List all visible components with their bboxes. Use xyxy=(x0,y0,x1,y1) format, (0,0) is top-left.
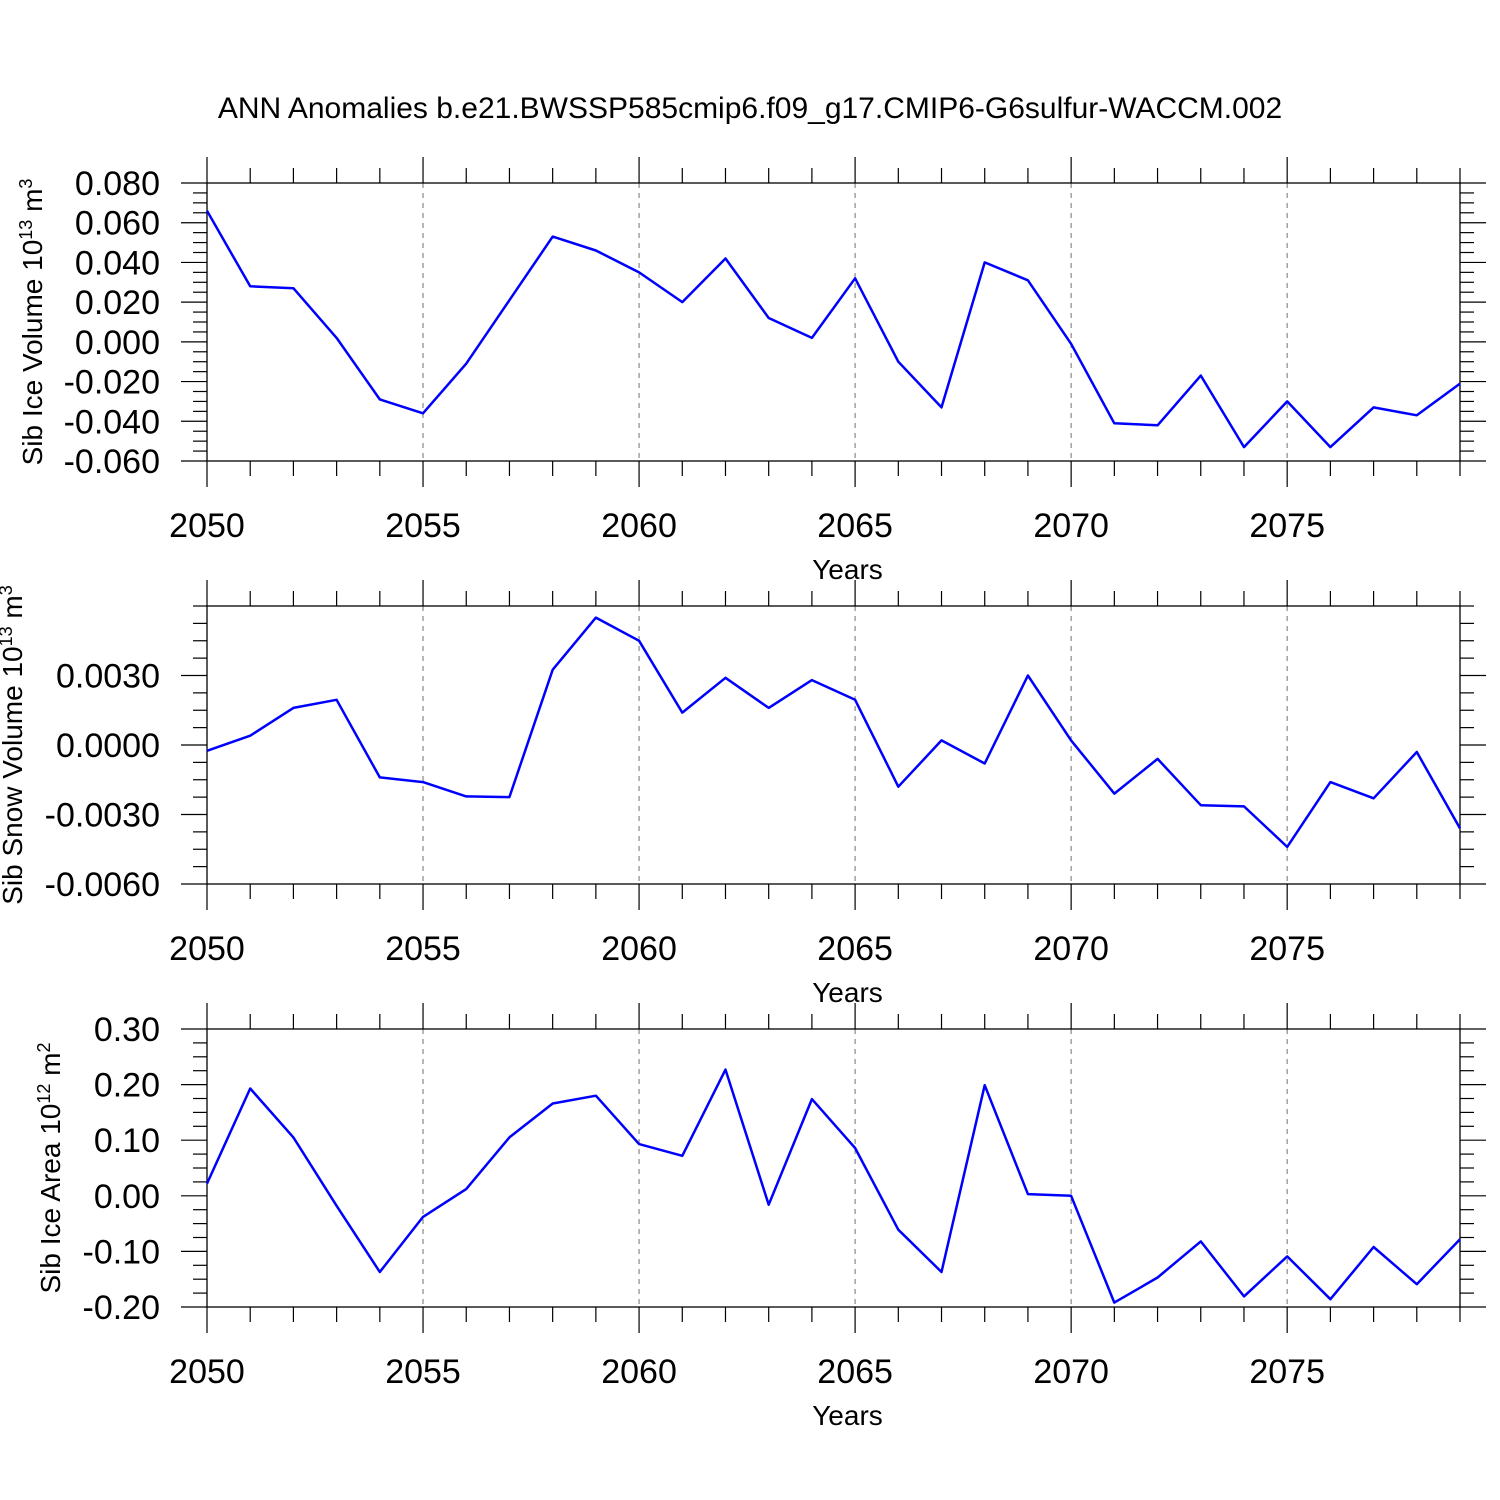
y-axis-label: Sib Ice Volume 1013 m3 xyxy=(16,179,48,466)
x-tick-label: 2065 xyxy=(817,507,893,545)
y-axis-label-unit-exponent: 3 xyxy=(0,585,16,595)
x-tick-label: 2075 xyxy=(1249,930,1325,968)
x-tick-label: 2055 xyxy=(385,930,461,968)
y-axis-label-unit-exponent: 2 xyxy=(34,1042,54,1052)
x-tick-label: 2050 xyxy=(169,930,245,968)
chart-panel-2: 2050 2055 2060 2065 2070 2075 -0.0060 -0.0030 0.… xyxy=(0,580,1486,1008)
chart-title: ANN Anomalies b.e21.BWSSP585cmip6.f09_g1… xyxy=(218,92,1282,125)
y-axis-label-unit-exponent: 3 xyxy=(16,179,36,189)
y-axis-label-exponent: 12 xyxy=(34,1084,54,1104)
x-axis-label: Years xyxy=(812,554,883,585)
y-tick-label: 0.0000 xyxy=(56,727,160,765)
x-tick-label: 2060 xyxy=(601,1353,677,1391)
x-tick-label: 2075 xyxy=(1249,507,1325,545)
x-tick-label: 2065 xyxy=(817,930,893,968)
y-tick-label: 0.20 xyxy=(94,1067,160,1105)
y-axis-label-unit: m xyxy=(35,1052,66,1083)
y-tick-label: 0.30 xyxy=(94,1011,160,1049)
y-tick-label: 0.0030 xyxy=(56,658,160,696)
y-tick-label: -0.060 xyxy=(64,443,160,481)
x-tick-label: 2055 xyxy=(385,507,461,545)
x-tick-label: 2075 xyxy=(1249,1353,1325,1391)
y-tick-label: -0.0060 xyxy=(45,866,160,904)
y-tick-label: 0.020 xyxy=(75,284,160,322)
x-tick-label: 2060 xyxy=(601,507,677,545)
chart-panel-1: 2050 2055 2060 2065 2070 2075 -0.060-0.040-0.0… xyxy=(16,157,1486,585)
y-tick-label: -0.10 xyxy=(83,1233,161,1271)
y-axis-label: Sib Ice Area 1012 m2 xyxy=(34,1042,66,1293)
x-tick-label: 2050 xyxy=(169,1353,245,1391)
y-tick-label: 0.060 xyxy=(75,205,160,243)
y-axis-label-unit: m xyxy=(0,595,28,626)
x-axis-label: Years xyxy=(812,1400,883,1431)
series-line xyxy=(206,616,1462,849)
series-line xyxy=(205,1068,1461,1304)
y-tick-label: -0.20 xyxy=(83,1289,161,1327)
y-tick-label: -0.040 xyxy=(64,403,160,441)
series-line xyxy=(205,210,1461,449)
y-axis-label-text: Sib Snow Volume 10 xyxy=(0,646,28,904)
chart-panel-3: 2050 2055 2060 2065 2070 2075 -0.20 -0.10 0.00 0.… xyxy=(34,1003,1486,1431)
y-axis-label-unit: m xyxy=(17,189,48,220)
x-axis-label: Years xyxy=(812,977,883,1008)
x-tick-label: 2070 xyxy=(1033,1353,1109,1391)
y-axis-label-exponent: 13 xyxy=(16,220,36,240)
x-tick-label: 2070 xyxy=(1033,507,1109,545)
x-tick-label: 2070 xyxy=(1033,930,1109,968)
y-axis-label-text: Sib Ice Area 10 xyxy=(35,1104,66,1294)
x-tick-label: 2050 xyxy=(169,507,245,545)
y-tick-label: -0.0030 xyxy=(45,797,160,835)
y-tick-label: -0.020 xyxy=(64,364,160,402)
y-tick-label: 0.00 xyxy=(94,1178,160,1216)
y-tick-label: 0.080 xyxy=(75,165,160,203)
y-tick-label: 0.10 xyxy=(94,1122,160,1160)
y-axis-label-exponent: 13 xyxy=(0,626,16,646)
x-tick-label: 2065 xyxy=(817,1353,893,1391)
x-tick-label: 2055 xyxy=(385,1353,461,1391)
y-axis-label: Sib Snow Volume 1013 m3 xyxy=(0,585,28,905)
y-axis-label-text: Sib Ice Volume 10 xyxy=(17,240,48,466)
y-tick-label: 0.040 xyxy=(75,244,160,282)
y-tick-label: 0.000 xyxy=(75,324,160,362)
x-tick-label: 2060 xyxy=(601,930,677,968)
